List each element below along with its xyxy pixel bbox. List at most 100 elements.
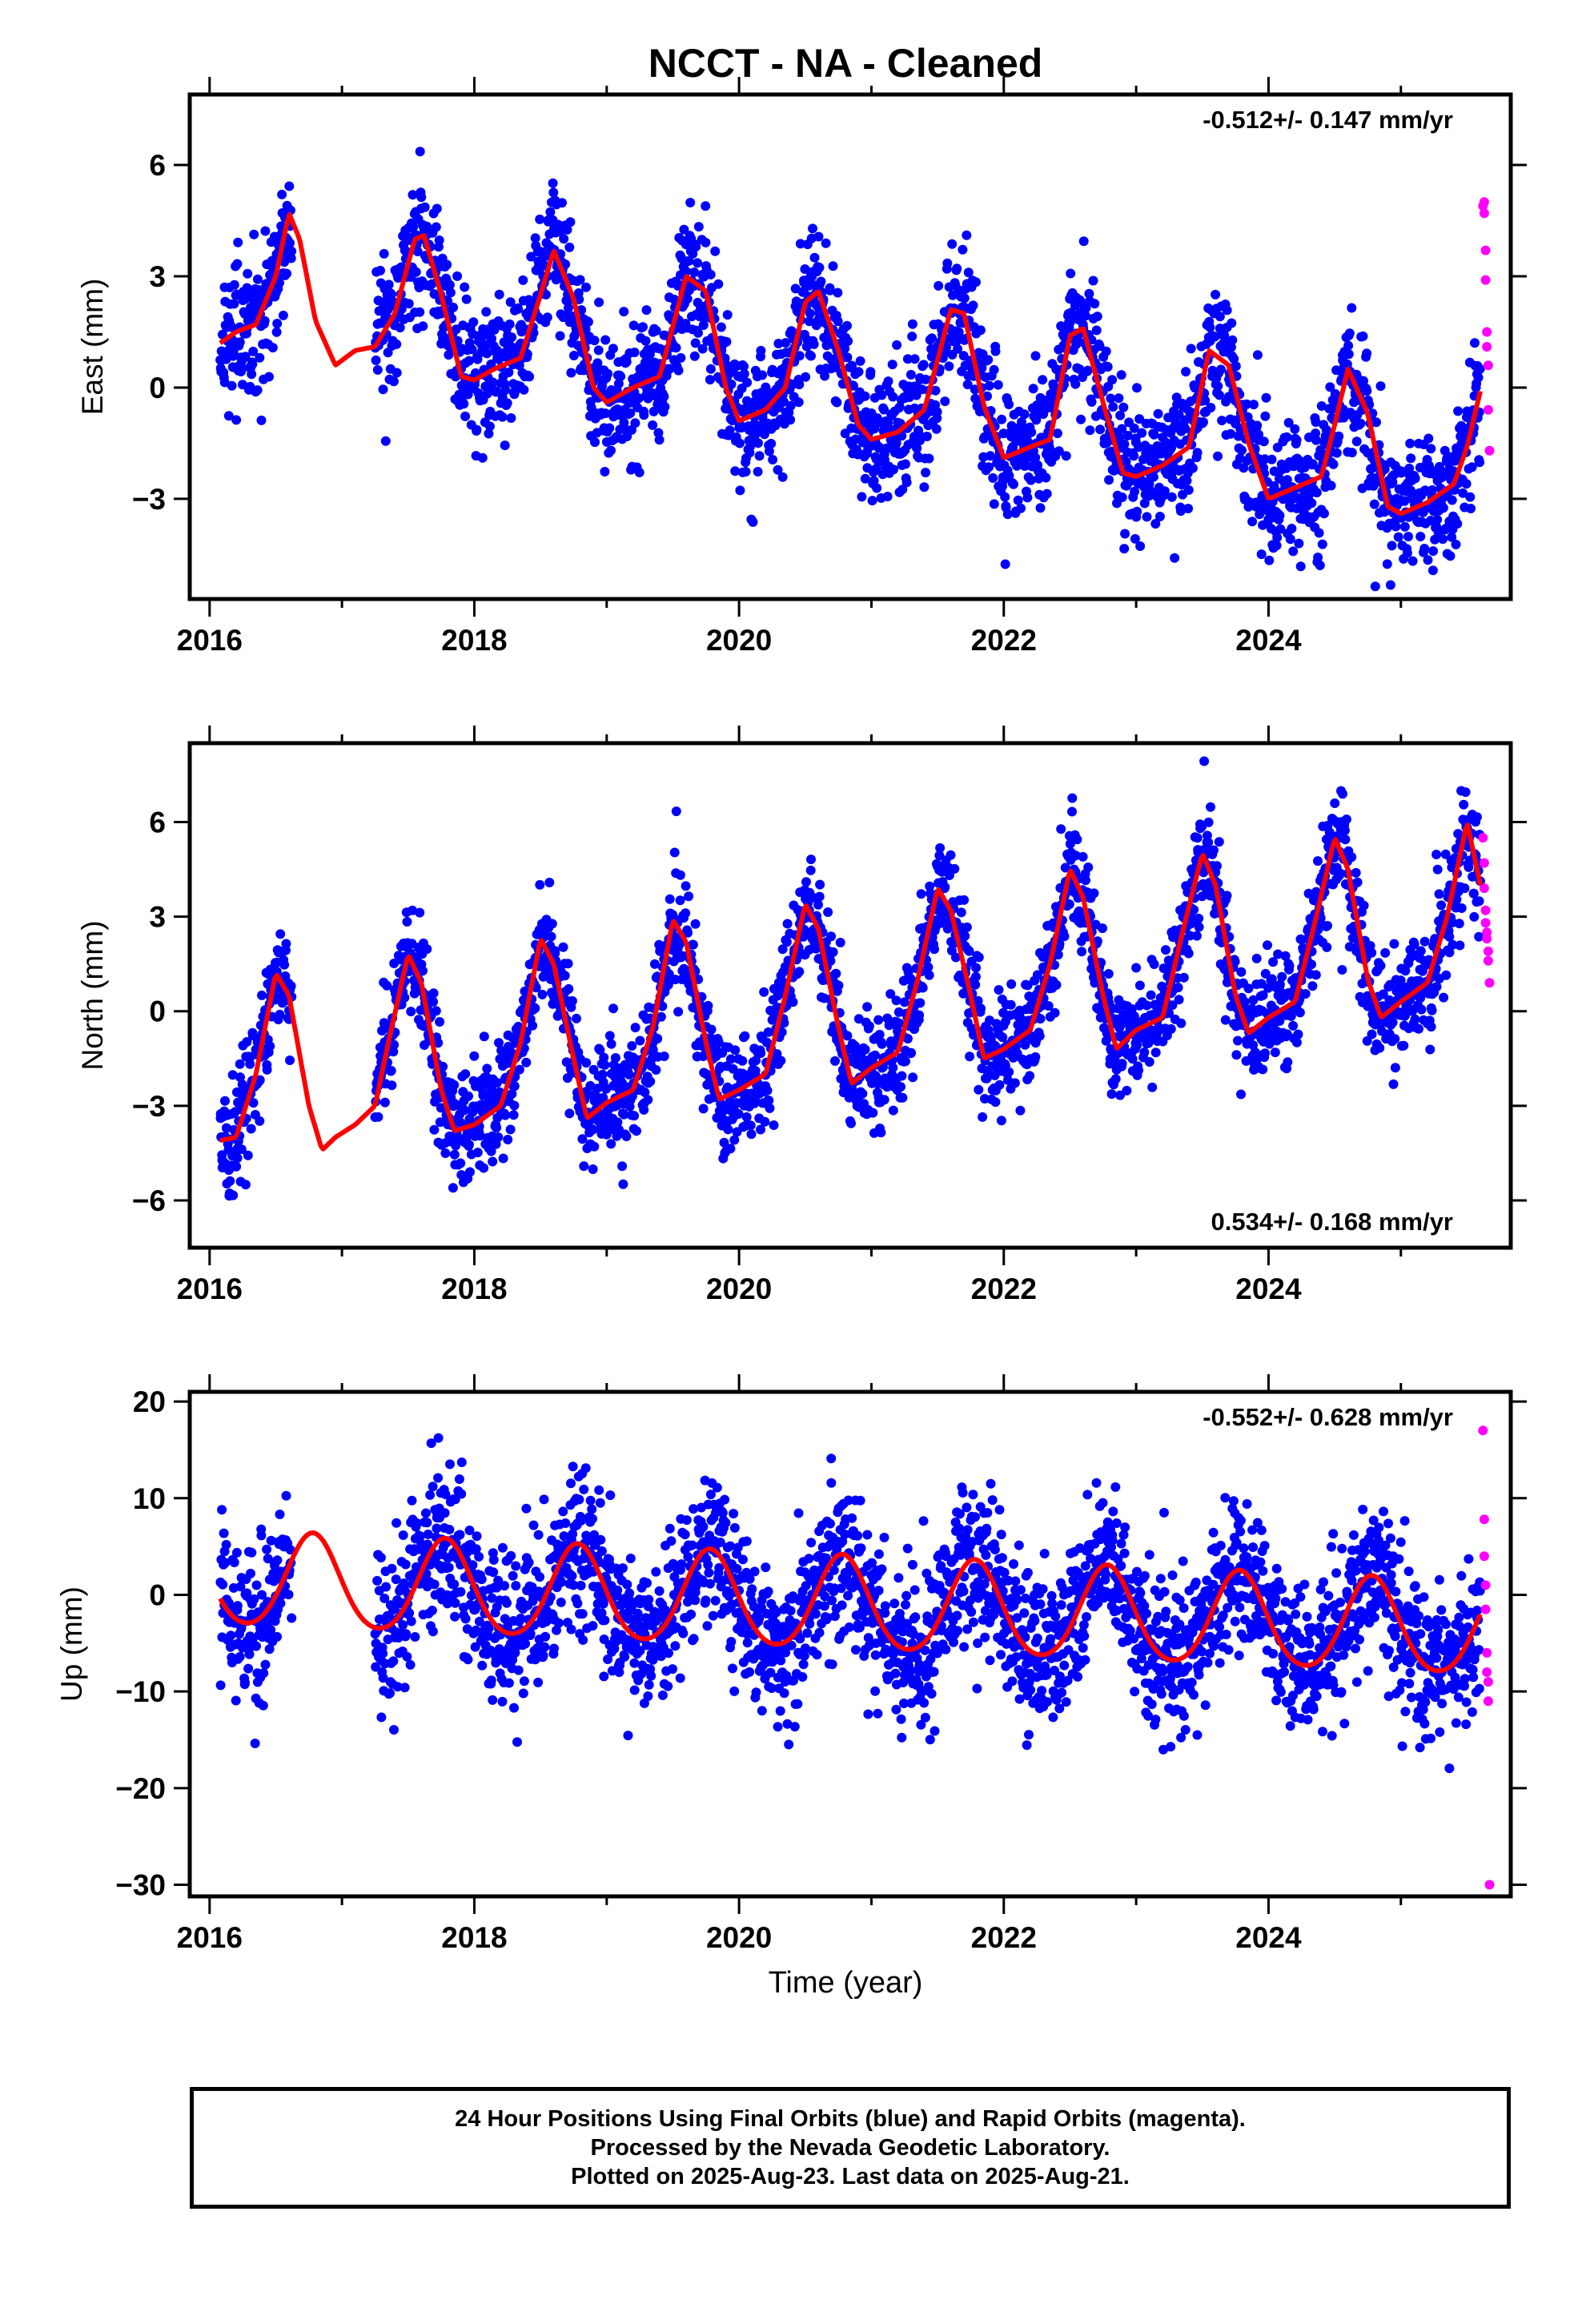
final-orbit-point: [1461, 479, 1472, 489]
final-orbit-point: [1351, 436, 1362, 447]
final-orbit-point: [984, 462, 994, 472]
final-orbit-point: [1163, 412, 1174, 423]
final-orbit-point: [629, 1111, 640, 1121]
final-orbit-point: [404, 299, 414, 309]
final-orbit-point: [461, 294, 472, 304]
final-orbit-point: [950, 863, 960, 874]
final-orbit-point: [513, 304, 523, 314]
final-orbit-point: [773, 464, 783, 475]
final-orbit-point: [619, 307, 629, 317]
final-orbit-point: [628, 320, 639, 331]
final-orbit-point: [625, 408, 636, 418]
final-orbit-point: [472, 424, 482, 435]
final-orbit-point: [1031, 415, 1042, 425]
final-orbit-point: [1275, 510, 1285, 521]
final-orbit-point: [514, 360, 524, 371]
final-orbit-point: [618, 1179, 628, 1189]
final-orbit-point: [528, 1020, 538, 1031]
final-orbit-point: [220, 1096, 230, 1106]
final-orbit-point: [971, 963, 982, 973]
final-orbit-point: [502, 398, 512, 408]
final-orbit-point: [787, 327, 797, 337]
final-orbit-point: [608, 344, 618, 354]
final-orbit-point: [601, 1084, 612, 1094]
final-orbit-point: [934, 280, 944, 291]
final-orbit-point: [763, 1027, 773, 1037]
final-orbit-point: [1272, 533, 1283, 543]
final-orbit-point: [806, 351, 816, 361]
final-orbit-point: [962, 230, 972, 240]
final-orbit-point: [901, 1056, 910, 1067]
final-orbit-point: [1220, 1015, 1231, 1025]
final-orbit-point: [1236, 1089, 1246, 1100]
final-orbit-point: [735, 485, 745, 496]
final-orbit-point: [1081, 875, 1090, 886]
final-orbit-point: [555, 331, 565, 341]
final-orbit-point: [459, 399, 469, 409]
final-orbit-point: [769, 1120, 779, 1130]
final-orbit-point: [1064, 899, 1074, 910]
final-orbit-point: [1032, 970, 1042, 980]
final-orbit-point: [1199, 756, 1210, 766]
final-orbit-point: [1092, 312, 1102, 322]
final-orbit-point: [640, 336, 651, 346]
final-orbit-point: [484, 421, 495, 432]
plot-content: [215, 147, 1495, 592]
final-orbit-point: [785, 400, 796, 411]
final-orbit-point: [1166, 1023, 1176, 1034]
final-orbit-point: [247, 369, 257, 380]
final-orbit-point: [1102, 362, 1113, 372]
final-orbit-point: [514, 1064, 524, 1075]
final-orbit-point: [1149, 959, 1159, 969]
final-orbit-point: [600, 1059, 610, 1070]
final-orbit-point: [862, 1002, 873, 1012]
final-orbit-point: [1295, 561, 1306, 572]
final-orbit-point: [259, 316, 270, 326]
rapid-orbit-point: [1482, 342, 1492, 352]
final-orbit-point: [600, 408, 611, 419]
final-orbit-point: [1428, 546, 1439, 557]
rapid-orbit-point: [1483, 360, 1493, 371]
final-orbit-point: [740, 1031, 750, 1041]
final-orbit-point: [729, 1135, 740, 1145]
final-orbit-point: [842, 320, 852, 331]
final-orbit-point: [415, 307, 425, 317]
final-orbit-point: [663, 979, 673, 990]
final-orbit-point: [689, 267, 700, 277]
final-orbit-point: [725, 1144, 736, 1154]
final-orbit-point: [1067, 793, 1078, 803]
final-orbit-point: [820, 371, 830, 381]
final-orbit-point: [589, 336, 600, 346]
final-orbit-point: [908, 1072, 918, 1083]
final-orbit-point: [240, 1180, 251, 1190]
final-orbit-point: [753, 438, 763, 448]
final-orbit-point: [848, 380, 858, 391]
final-orbit-point: [1259, 454, 1270, 464]
final-orbit-point: [730, 466, 741, 476]
final-orbit-point: [236, 363, 247, 373]
final-orbit-point: [746, 1129, 757, 1140]
final-orbit-point: [493, 1132, 504, 1142]
final-orbit-point: [1065, 838, 1075, 849]
final-orbit-point: [1006, 999, 1016, 1010]
final-orbit-point: [953, 344, 963, 354]
final-orbit-point: [990, 1097, 1001, 1108]
final-orbit-point: [830, 1055, 840, 1066]
final-orbit-point: [1008, 441, 1018, 452]
final-orbit-point: [1170, 553, 1180, 563]
final-orbit-point: [833, 316, 843, 327]
final-orbit-point: [679, 224, 689, 235]
final-orbit-point: [1166, 443, 1176, 453]
final-orbit-point: [1117, 493, 1127, 502]
final-orbit-point: [231, 415, 242, 425]
final-orbit-point: [725, 1054, 736, 1064]
final-orbit-point: [1101, 346, 1111, 356]
final-orbit-point: [681, 266, 692, 276]
final-orbit-point: [509, 1100, 520, 1111]
final-orbit-point: [629, 348, 640, 357]
final-orbit-point: [954, 327, 964, 337]
final-orbit-point: [225, 1176, 235, 1186]
final-orbit-point: [465, 1167, 475, 1177]
final-orbit-point: [959, 895, 970, 905]
final-orbit-point: [1117, 424, 1127, 434]
